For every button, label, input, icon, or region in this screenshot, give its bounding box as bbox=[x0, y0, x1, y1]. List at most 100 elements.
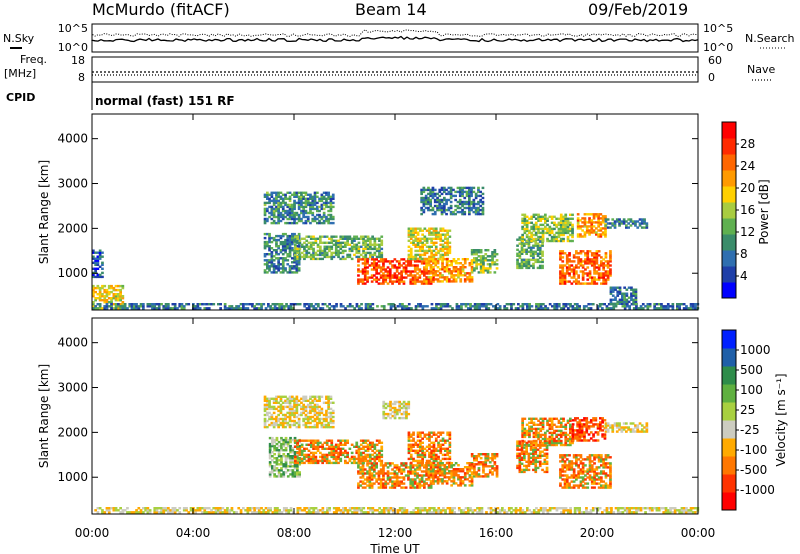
velocity-cell bbox=[366, 478, 369, 481]
power-cell bbox=[325, 197, 328, 200]
power-cell bbox=[563, 282, 567, 285]
power-cell bbox=[482, 271, 485, 274]
power-cell bbox=[96, 303, 100, 306]
velocity-cell bbox=[182, 507, 186, 510]
power-cell bbox=[318, 199, 321, 203]
velocity-cell bbox=[384, 464, 388, 467]
power-cell bbox=[272, 259, 276, 262]
power-cell bbox=[595, 266, 599, 269]
power-cell bbox=[468, 274, 472, 277]
velocity-cell bbox=[487, 507, 491, 510]
velocity-cell bbox=[428, 433, 431, 436]
velocity-cell bbox=[469, 507, 472, 510]
velocity-cell bbox=[395, 472, 399, 475]
power-cell bbox=[414, 239, 418, 242]
velocity-cell bbox=[478, 509, 481, 512]
velocity-cell bbox=[325, 441, 329, 444]
velocity-cell bbox=[263, 425, 267, 429]
power-cell bbox=[320, 221, 324, 225]
power-cell bbox=[564, 227, 568, 231]
velocity-cell bbox=[279, 421, 283, 425]
power-cell bbox=[516, 258, 519, 261]
power-cell bbox=[359, 253, 363, 257]
power-cell bbox=[382, 305, 386, 308]
power-cell bbox=[423, 249, 427, 253]
power-cell bbox=[263, 263, 267, 266]
power-cell bbox=[444, 237, 447, 240]
power-cell bbox=[443, 188, 446, 192]
power-cell bbox=[434, 241, 438, 244]
velocity-cell bbox=[309, 457, 313, 461]
power-cell bbox=[366, 266, 369, 269]
velocity-cell bbox=[539, 509, 543, 512]
power-cell bbox=[474, 210, 478, 214]
power-cell bbox=[281, 245, 285, 248]
velocity-cell bbox=[391, 482, 394, 485]
velocity-cell bbox=[403, 509, 406, 512]
velocity-cell bbox=[346, 439, 349, 442]
power-cell bbox=[318, 209, 321, 213]
power-cell bbox=[599, 217, 603, 220]
power-cell bbox=[355, 235, 359, 238]
velocity-cell bbox=[385, 507, 388, 510]
velocity-cell bbox=[382, 474, 385, 477]
power-cell bbox=[685, 307, 688, 310]
power-cell bbox=[268, 240, 271, 244]
velocity-cell bbox=[610, 511, 613, 514]
power-cell bbox=[518, 262, 522, 266]
velocity-cell bbox=[328, 439, 331, 442]
velocity-cell bbox=[271, 442, 274, 446]
velocity-cell bbox=[313, 397, 317, 400]
power-cell bbox=[101, 299, 104, 302]
power-cell bbox=[404, 266, 408, 269]
power-cell bbox=[653, 305, 656, 308]
power-cell bbox=[286, 238, 290, 242]
velocity-cell bbox=[268, 417, 271, 421]
power-cell bbox=[604, 233, 607, 236]
power-cell bbox=[277, 199, 280, 203]
power-cell bbox=[422, 188, 426, 192]
power-cell bbox=[319, 239, 322, 242]
velocity-cell bbox=[298, 451, 302, 455]
power-cell bbox=[275, 234, 278, 238]
velocity-cell bbox=[432, 453, 436, 457]
velocity-cell bbox=[473, 509, 477, 512]
velocity-cell bbox=[330, 447, 334, 450]
power-cell bbox=[452, 260, 456, 263]
power-cell bbox=[477, 259, 481, 262]
velocity-cell bbox=[263, 421, 267, 425]
power-cell bbox=[288, 221, 292, 225]
power-cell bbox=[325, 205, 328, 209]
power-cell bbox=[114, 297, 118, 300]
power-cell bbox=[432, 276, 435, 279]
power-cell bbox=[454, 270, 458, 273]
velocity-cell bbox=[281, 419, 285, 423]
power-cell bbox=[539, 215, 543, 218]
power-cell bbox=[128, 305, 132, 308]
power-cell bbox=[689, 305, 693, 308]
power-cell bbox=[384, 270, 388, 273]
power-cell bbox=[479, 208, 482, 212]
power-cell bbox=[579, 235, 582, 238]
power-cell bbox=[357, 249, 361, 253]
power-cell bbox=[334, 243, 338, 246]
velocity-cell bbox=[378, 507, 381, 510]
power-cell bbox=[439, 239, 443, 242]
power-cell bbox=[470, 190, 473, 194]
power-ytick-label: 4000 bbox=[57, 132, 88, 146]
velocity-cell bbox=[673, 507, 677, 510]
power-cell bbox=[527, 258, 531, 261]
velocity-cell bbox=[273, 446, 276, 450]
power-cell bbox=[537, 225, 540, 229]
power-cell bbox=[388, 268, 392, 271]
velocity-cell bbox=[311, 395, 315, 398]
power-cell bbox=[477, 186, 480, 190]
power-cell bbox=[694, 305, 697, 308]
velocity-cell bbox=[311, 409, 315, 413]
power-cell bbox=[595, 260, 599, 263]
power-cell bbox=[575, 272, 578, 275]
power-cell bbox=[590, 254, 594, 257]
velocity-cell bbox=[273, 465, 276, 468]
power-cell bbox=[313, 203, 317, 207]
velocity-cell bbox=[377, 476, 381, 479]
